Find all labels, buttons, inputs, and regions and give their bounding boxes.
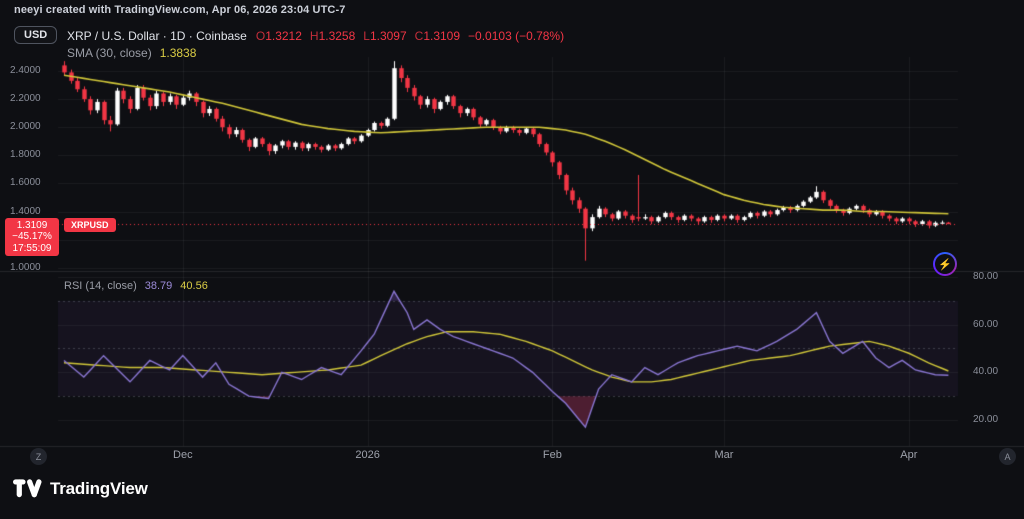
watermark: neeyi created with TradingView.com, Apr … <box>14 4 346 16</box>
tradingview-logo-text: TradingView <box>50 478 148 498</box>
sma-legend[interactable]: SMA (30, close) 1.3838 <box>67 46 196 60</box>
ohlc-values: O1.3212 H1.3258 L1.3097 C1.3109 −0.0103 … <box>256 29 564 43</box>
price-axis-label: 2.2000 <box>10 93 41 105</box>
price-axis-label: 1.0000 <box>10 261 41 273</box>
low-value: 1.3097 <box>369 29 407 43</box>
main-chart-canvas[interactable] <box>0 0 1024 472</box>
symbol-title: XRP / U.S. Dollar · 1D · Coinbase <box>67 29 247 43</box>
rsi-value: 38.79 <box>144 280 173 292</box>
price-axis-label: 1.4000 <box>10 205 41 217</box>
price-axis-label: 1.8000 <box>10 149 41 161</box>
time-axis-label: Dec <box>173 449 193 461</box>
rsi-ma-value: 40.56 <box>180 280 208 292</box>
current-price-label: 1.3109 −45.17% 17:55:09 <box>5 217 59 256</box>
currency-button[interactable]: USD <box>14 26 58 44</box>
price-axis-label: 2.0000 <box>10 121 41 133</box>
timeline-a-button[interactable]: A <box>999 448 1016 465</box>
rsi-label: RSI (14, close) <box>64 280 137 292</box>
time-axis-label: Feb <box>542 449 562 461</box>
close-label: C <box>414 29 424 43</box>
time-axis[interactable] <box>0 447 1024 469</box>
open-label: O <box>255 29 266 43</box>
current-change-pct: −45.17% <box>12 231 52 242</box>
symbol-legend[interactable]: XRP / U.S. Dollar · 1D · Coinbase O1.321… <box>67 29 564 43</box>
sma-value: 1.3838 <box>159 46 197 60</box>
timeline-z-button[interactable]: Z <box>30 448 47 465</box>
change-value: −0.0103 (−0.78%) <box>468 29 565 43</box>
rsi-legend[interactable]: RSI (14, close) 38.79 40.56 <box>64 280 208 292</box>
sma-label: SMA (30, close) <box>67 46 152 60</box>
open-value: 1.3212 <box>265 29 302 43</box>
rsi-axis-label: 60.00 <box>973 318 999 330</box>
tradingview-logo-icon <box>13 479 42 498</box>
tradingview-logo[interactable]: TradingView <box>13 478 148 499</box>
flash-button[interactable]: ⚡ <box>933 252 957 276</box>
bar-countdown: 17:55:09 <box>12 242 52 254</box>
low-label: L <box>363 29 370 43</box>
close-value: 1.3109 <box>423 29 461 43</box>
time-axis-label: 2026 <box>355 449 380 461</box>
high-label: H <box>309 29 319 43</box>
price-axis-label: 1.6000 <box>10 177 41 189</box>
high-value: 1.3258 <box>318 29 356 43</box>
price-axis-label: 2.4000 <box>10 65 41 76</box>
symbol-tag: XRPUSD <box>64 217 116 232</box>
rsi-axis-label: 20.00 <box>973 413 999 425</box>
time-axis-label: Apr <box>900 449 918 461</box>
rsi-axis-label: 80.00 <box>973 271 999 282</box>
current-price: 1.3109 <box>16 219 48 231</box>
time-axis-label: Mar <box>714 449 734 461</box>
rsi-axis-label: 40.00 <box>973 366 999 378</box>
flash-icon: ⚡ <box>935 254 955 274</box>
